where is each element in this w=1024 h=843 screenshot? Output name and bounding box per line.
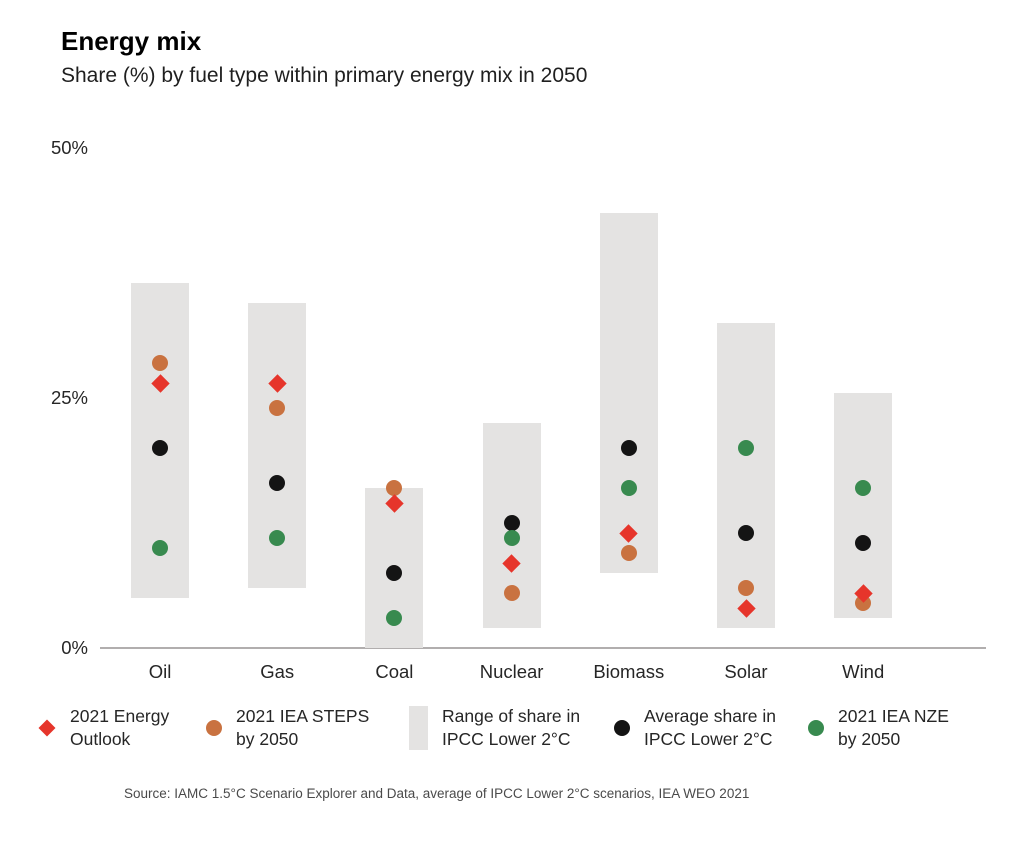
legend-label: Average share in IPCC Lower 2°C xyxy=(644,705,776,751)
legend-label-line: Average share in xyxy=(644,706,776,726)
marker-steps-biomass xyxy=(620,545,637,561)
category-label-gas: Gas xyxy=(260,661,295,682)
category-label-oil: Oil xyxy=(148,661,172,682)
legend-label: 2021 IEA NZE by 2050 xyxy=(838,705,949,751)
circle-marker-icon xyxy=(614,720,630,736)
legend-item-range: Range of share in IPCC Lower 2°C xyxy=(409,704,580,752)
circle-marker-icon xyxy=(206,720,222,736)
circle-marker-icon xyxy=(808,720,824,736)
circle-shape xyxy=(206,720,222,736)
marker-avg-nuclear xyxy=(503,515,520,531)
marker-steps-gas xyxy=(269,400,286,416)
marker-nze-wind xyxy=(855,480,872,496)
legend-item-nze: 2021 IEA NZE by 2050 xyxy=(808,704,949,752)
legend-label-line: IPCC Lower 2°C xyxy=(644,729,773,749)
legend-label-line: Outlook xyxy=(70,729,131,749)
legend-label-line: 2021 Energy xyxy=(70,706,170,726)
legend-label-line: by 2050 xyxy=(236,729,299,749)
marker-avg-solar xyxy=(738,525,754,541)
category-label-wind: Wind xyxy=(842,661,885,682)
marker-nze-coal xyxy=(386,610,403,626)
legend-label-line: IPCC Lower 2°C xyxy=(442,729,571,749)
marker-avg-oil xyxy=(152,440,168,456)
category-label-solar: Solar xyxy=(724,661,768,682)
marker-steps-nuclear xyxy=(503,585,520,601)
legend-label: 2021 Energy Outlook xyxy=(70,705,169,751)
circle-shape xyxy=(614,720,630,736)
y-axis-tick-label: 25% xyxy=(50,387,88,408)
range-swatch-icon xyxy=(409,706,428,750)
y-axis-tick-label: 0% xyxy=(61,637,88,658)
category-label-biomass: Biomass xyxy=(593,661,665,682)
legend-label-line: 2021 IEA STEPS xyxy=(236,706,370,726)
category-label-nuclear: Nuclear xyxy=(479,661,544,682)
diamond-marker-icon xyxy=(38,719,56,737)
circle-shape xyxy=(808,720,824,736)
marker-nze-solar xyxy=(738,440,754,456)
marker-nze-nuclear xyxy=(503,530,520,546)
marker-nze-biomass xyxy=(620,480,637,496)
range-bar-solar xyxy=(717,323,775,628)
legend-label: 2021 IEA STEPS by 2050 xyxy=(236,705,369,751)
marker-steps-solar xyxy=(738,580,754,596)
marker-avg-biomass xyxy=(620,440,637,456)
diamond-shape xyxy=(38,719,56,737)
chart-subtitle: Share (%) by fuel type within primary en… xyxy=(61,64,588,87)
chart-title: Energy mix xyxy=(61,26,202,56)
legend-label-line: 2021 IEA NZE xyxy=(838,706,949,726)
legend-label: Range of share in IPCC Lower 2°C xyxy=(442,705,580,751)
bar-shape xyxy=(409,706,428,750)
y-axis-tick-label: 50% xyxy=(50,137,88,158)
marker-nze-gas xyxy=(269,530,286,546)
legend-item-avg: Average share in IPCC Lower 2°C xyxy=(614,704,776,752)
marker-avg-coal xyxy=(386,565,403,581)
legend-label-line: by 2050 xyxy=(838,729,901,749)
range-bar-biomass xyxy=(599,213,658,573)
marker-steps-oil xyxy=(152,355,168,371)
legend-item-steps: 2021 IEA STEPS by 2050 xyxy=(206,704,369,752)
marker-avg-wind xyxy=(855,535,872,551)
legend-label-line: Range of share in xyxy=(442,706,581,726)
legend-item-outlook: 2021 Energy Outlook xyxy=(38,704,169,752)
range-bar-wind xyxy=(834,393,893,618)
source-note: Source: IAMC 1.5°C Scenario Explorer and… xyxy=(124,786,750,801)
x-axis-line xyxy=(100,647,986,649)
marker-steps-coal xyxy=(386,480,403,496)
marker-nze-oil xyxy=(152,540,168,556)
marker-avg-gas xyxy=(269,475,286,491)
category-label-coal: Coal xyxy=(375,661,414,682)
